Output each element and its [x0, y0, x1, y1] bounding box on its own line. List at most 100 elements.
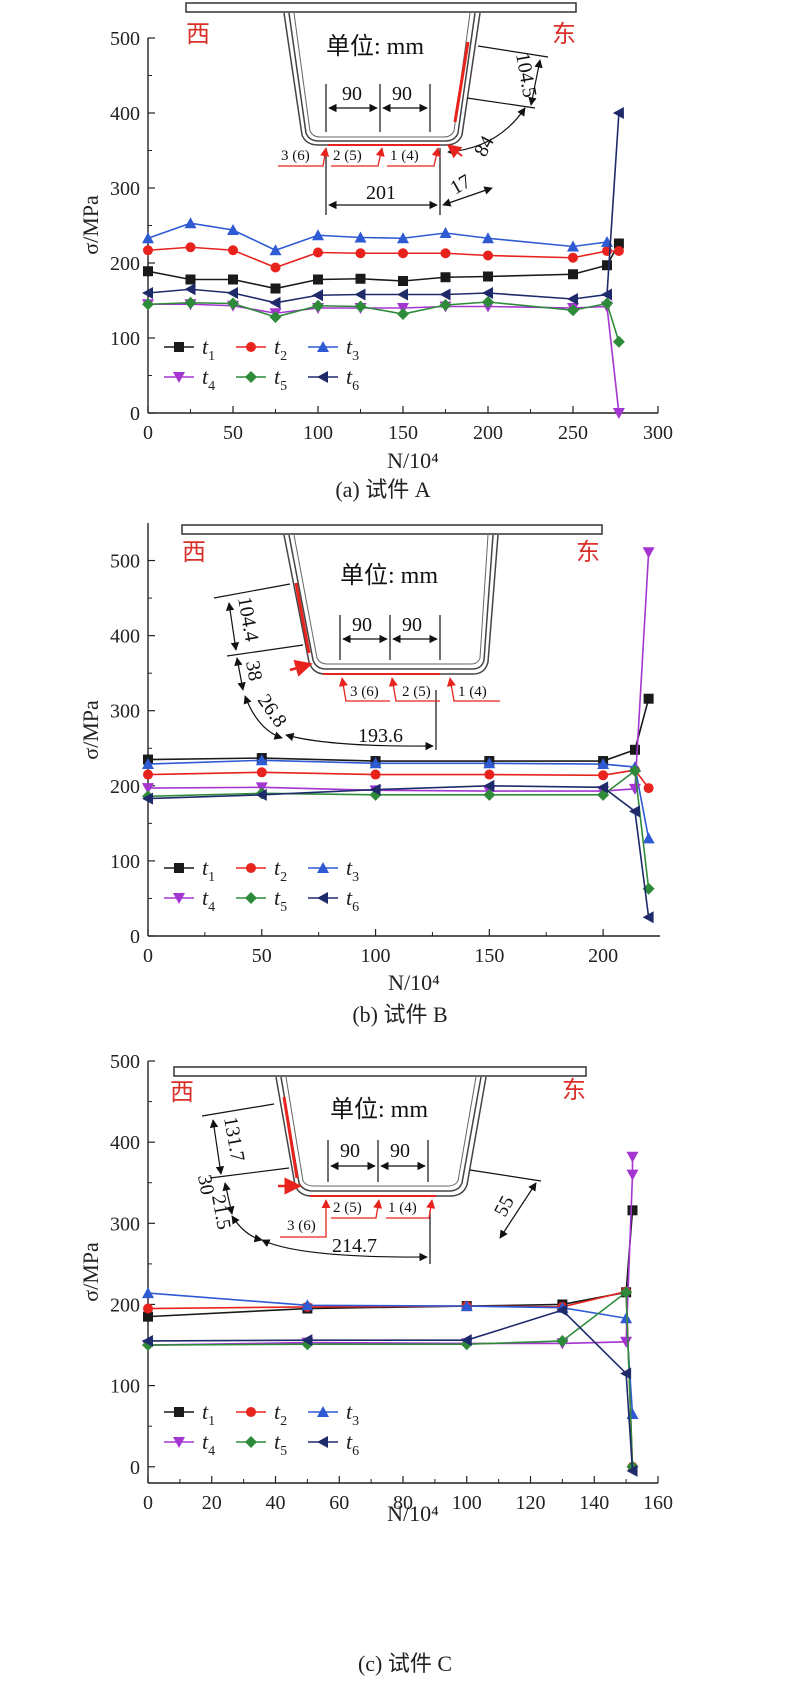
- point-t5: [397, 308, 409, 320]
- point-t3: [369, 757, 382, 769]
- point-t3: [397, 232, 409, 244]
- point-t5: [312, 299, 324, 312]
- legend-marker: [317, 1436, 328, 1448]
- series-line-t4: [148, 303, 620, 414]
- legend-marker: [317, 1406, 329, 1417]
- y-tick-label: 300: [110, 701, 140, 723]
- east-label-c: 东: [562, 1077, 586, 1104]
- point-t1: [313, 274, 323, 285]
- x-tick-label: 250: [558, 422, 588, 444]
- x-tick-label: 300: [643, 422, 673, 444]
- point-t5: [227, 297, 239, 310]
- legend-label-t1: t1: [202, 855, 215, 885]
- legend-label-t3: t3: [346, 855, 359, 885]
- point-t5: [482, 296, 494, 308]
- y-tick-label: 200: [110, 1294, 140, 1316]
- point-t2: [643, 783, 654, 794]
- point-t6: [483, 779, 495, 792]
- point-t6: [312, 289, 323, 302]
- point-t3: [301, 1299, 314, 1311]
- inset-a: 西 东 单位: mm 90 90 104.5 84 201 17 3 (6) 2…: [185, 2, 577, 215]
- point-t1: [627, 1205, 638, 1216]
- y-tick-label: 200: [110, 776, 140, 798]
- dim-c-30: 30: [193, 1173, 218, 1197]
- point-t3: [460, 1300, 473, 1312]
- legend-marker: [317, 862, 329, 873]
- legend-label-t1: t1: [202, 334, 215, 364]
- dim-c-214-7: 214.7: [332, 1235, 377, 1257]
- dim-c-21-5: 21.5: [207, 1193, 235, 1231]
- point-t3: [227, 224, 239, 235]
- point-t5: [269, 311, 282, 323]
- legend: t1 t2 t3 t4 t5 t6: [164, 1399, 359, 1459]
- point-t6: [369, 783, 381, 796]
- x-tick-label: 150: [388, 422, 418, 444]
- x-tick-label: 0: [143, 1492, 153, 1514]
- y-tick-label: 500: [110, 1051, 140, 1073]
- point-t1: [440, 272, 451, 283]
- east-label-b: 东: [576, 539, 600, 566]
- legend-label-t4: t4: [202, 1429, 215, 1459]
- y-tick-label: 100: [110, 1376, 140, 1398]
- series-line-t6: [147, 112, 620, 304]
- point-t4: [628, 783, 641, 795]
- point-t2: [313, 247, 323, 258]
- point-t6: [642, 911, 654, 924]
- legend-marker: [246, 342, 256, 352]
- series-line-t2: [147, 769, 650, 789]
- point-t6: [597, 781, 609, 794]
- y-tick-label: 300: [110, 1213, 140, 1235]
- plot-area-b: 0 50 100 150 200 0 100 200 300 400 500 σ/MPa N/10⁴ t1…: [78, 523, 660, 995]
- series-line-t6: [147, 1309, 634, 1471]
- dim-a-90-left: 90: [342, 83, 362, 105]
- point-t2: [613, 246, 624, 256]
- point-t4: [626, 1151, 639, 1163]
- dim-a-201: 201: [366, 182, 396, 204]
- point-t1: [143, 266, 153, 277]
- point-t2: [143, 769, 153, 780]
- point-t2: [370, 769, 381, 780]
- point-t5: [354, 300, 367, 313]
- x-axis-title: N/10⁴: [387, 448, 439, 473]
- y-tick-label: 100: [110, 851, 140, 873]
- x-tick-label: 0: [143, 422, 153, 444]
- y-axis-title: σ/MPa: [78, 195, 103, 255]
- x-tick-label: 200: [588, 945, 618, 967]
- legend-label-t5: t5: [274, 885, 287, 915]
- gauge-label-b-1: 1 (4): [458, 684, 487, 700]
- point-t3: [620, 1312, 633, 1324]
- legend-marker: [245, 1436, 257, 1448]
- point-t6: [439, 288, 451, 301]
- point-t6: [397, 288, 408, 301]
- legend-label-t2: t2: [274, 1399, 287, 1429]
- point-t5: [483, 788, 496, 801]
- dim-a-104-5: 104.5: [511, 51, 540, 99]
- point-t1: [355, 273, 366, 284]
- unit-label-a: 单位: mm: [326, 33, 424, 60]
- point-t1: [568, 269, 578, 280]
- point-t5: [628, 764, 641, 777]
- legend-label-t4: t4: [202, 885, 215, 915]
- series-line-t5: [147, 301, 620, 342]
- unit-label-b: 单位: mm: [340, 562, 438, 589]
- point-t2: [185, 242, 196, 253]
- series-line-t1: [147, 243, 620, 290]
- series-line-t3: [147, 759, 650, 839]
- point-t6: [556, 1304, 568, 1317]
- point-t2: [256, 767, 267, 778]
- gauge-label-c-1: 1 (4): [388, 1200, 417, 1216]
- caption-a: (a) 试件 A: [335, 477, 430, 502]
- point-t3: [354, 231, 367, 243]
- x-tick-label: 120: [516, 1492, 546, 1514]
- point-t6: [460, 1334, 472, 1347]
- dim-b-104-4: 104.4: [233, 595, 262, 643]
- legend-label-t6: t6: [346, 1429, 359, 1459]
- point-t1: [143, 1311, 153, 1322]
- point-t2: [483, 250, 493, 261]
- legend: t1 t2 t3 t4 t5 t6: [164, 855, 359, 915]
- point-t3: [142, 758, 154, 770]
- y-axis-title: σ/MPa: [78, 700, 103, 760]
- point-t6: [142, 287, 153, 299]
- legend-label-t1: t1: [202, 1399, 215, 1429]
